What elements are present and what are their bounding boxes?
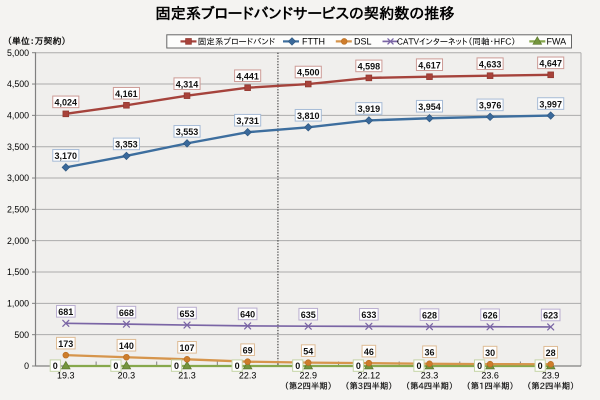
svg-text:1,000: 1,000 bbox=[7, 298, 29, 308]
svg-text:19.3: 19.3 bbox=[57, 371, 75, 381]
svg-text:23.3: 23.3 bbox=[421, 371, 439, 381]
svg-text:3,976: 3,976 bbox=[479, 101, 502, 111]
svg-text:140: 140 bbox=[119, 341, 134, 351]
svg-text:36: 36 bbox=[424, 347, 434, 357]
svg-text:107: 107 bbox=[180, 343, 195, 353]
svg-text:3,553: 3,553 bbox=[176, 127, 199, 137]
svg-text:FTTH: FTTH bbox=[302, 37, 325, 47]
svg-text:2,500: 2,500 bbox=[7, 204, 29, 214]
svg-text:0: 0 bbox=[416, 361, 421, 371]
svg-text:22.3: 22.3 bbox=[239, 371, 257, 381]
svg-text:0: 0 bbox=[24, 361, 29, 371]
svg-text:0: 0 bbox=[538, 361, 543, 371]
svg-text:3,170: 3,170 bbox=[55, 151, 78, 161]
svg-text:4,161: 4,161 bbox=[115, 89, 138, 99]
svg-text:628: 628 bbox=[422, 310, 437, 320]
svg-text:623: 623 bbox=[543, 311, 558, 321]
svg-text:0: 0 bbox=[295, 361, 300, 371]
svg-text:28: 28 bbox=[546, 348, 556, 358]
svg-text:653: 653 bbox=[180, 309, 195, 319]
svg-text:4,633: 4,633 bbox=[479, 59, 502, 69]
svg-text:681: 681 bbox=[58, 307, 73, 317]
svg-text:4,000: 4,000 bbox=[7, 110, 29, 120]
svg-text:21.3: 21.3 bbox=[178, 371, 196, 381]
svg-text:4,500: 4,500 bbox=[7, 79, 29, 89]
svg-text:0: 0 bbox=[356, 361, 361, 371]
svg-text:4,500: 4,500 bbox=[297, 68, 320, 78]
svg-text:3,000: 3,000 bbox=[7, 173, 29, 183]
svg-text:22.9: 22.9 bbox=[299, 371, 317, 381]
svg-text:3,353: 3,353 bbox=[115, 140, 138, 150]
svg-text:0: 0 bbox=[113, 361, 118, 371]
svg-text:3,954: 3,954 bbox=[418, 102, 441, 112]
svg-text:23.9: 23.9 bbox=[542, 371, 560, 381]
svg-text:0: 0 bbox=[477, 361, 482, 371]
svg-text:3,500: 3,500 bbox=[7, 142, 29, 152]
svg-text:0: 0 bbox=[53, 361, 58, 371]
svg-text:640: 640 bbox=[240, 310, 255, 320]
svg-text:626: 626 bbox=[483, 310, 498, 320]
svg-text:DSL: DSL bbox=[354, 37, 372, 47]
svg-text:3,997: 3,997 bbox=[539, 99, 562, 109]
svg-text:54: 54 bbox=[303, 346, 313, 356]
svg-text:1,500: 1,500 bbox=[7, 267, 29, 277]
svg-text:4,598: 4,598 bbox=[358, 62, 381, 72]
svg-text:0: 0 bbox=[174, 361, 179, 371]
svg-text:0: 0 bbox=[235, 361, 240, 371]
svg-text:2,000: 2,000 bbox=[7, 236, 29, 246]
svg-text:30: 30 bbox=[485, 348, 495, 358]
svg-text:4,314: 4,314 bbox=[176, 79, 199, 89]
svg-text:668: 668 bbox=[119, 308, 134, 318]
svg-text:FWA: FWA bbox=[547, 37, 567, 47]
svg-text:3,919: 3,919 bbox=[358, 104, 381, 114]
svg-text:4,647: 4,647 bbox=[539, 59, 562, 69]
svg-text:500: 500 bbox=[14, 330, 29, 340]
svg-text:69: 69 bbox=[243, 345, 253, 355]
svg-text:20.3: 20.3 bbox=[118, 371, 136, 381]
svg-text:3,731: 3,731 bbox=[236, 116, 259, 126]
svg-text:4,024: 4,024 bbox=[55, 98, 78, 108]
svg-text:173: 173 bbox=[58, 339, 73, 349]
svg-text:3,810: 3,810 bbox=[297, 111, 320, 121]
svg-text:23.6: 23.6 bbox=[481, 371, 499, 381]
svg-text:635: 635 bbox=[301, 310, 316, 320]
svg-text:46: 46 bbox=[364, 347, 374, 357]
svg-text:4,617: 4,617 bbox=[418, 60, 441, 70]
svg-text:633: 633 bbox=[361, 310, 376, 320]
svg-text:4,441: 4,441 bbox=[236, 71, 259, 81]
svg-text:5,000: 5,000 bbox=[7, 48, 29, 58]
svg-text:22.12: 22.12 bbox=[358, 371, 381, 381]
